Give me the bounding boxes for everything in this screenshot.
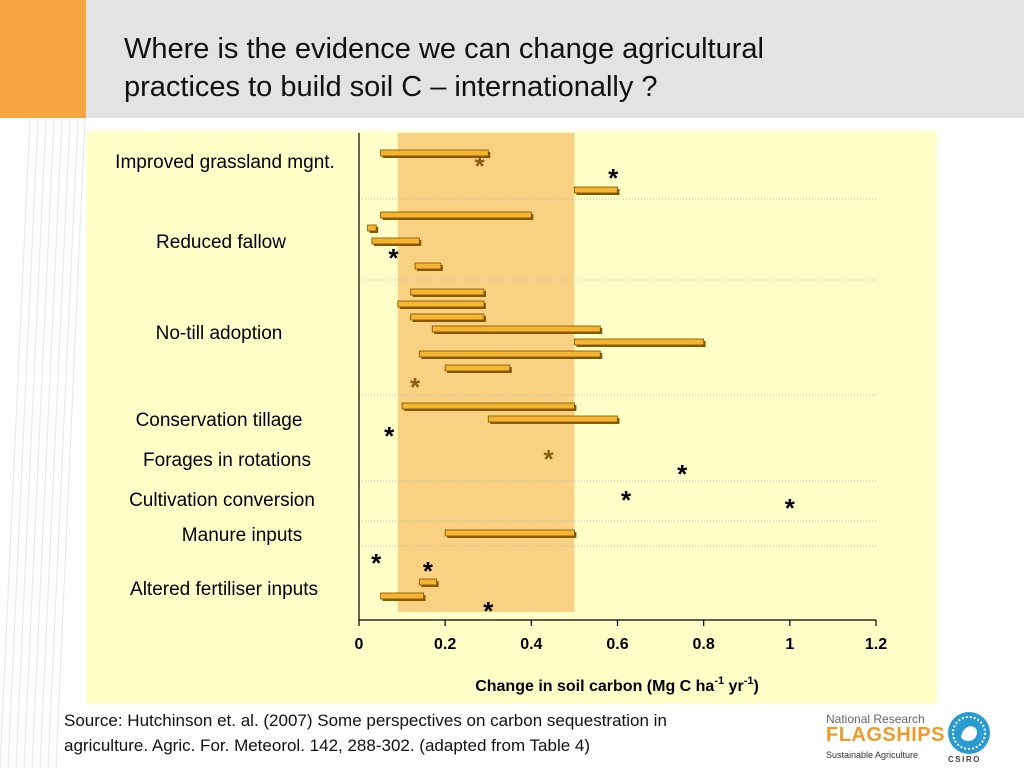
- source-line-2: agriculture. Agric. For. Meteorol. 142, …: [64, 736, 591, 755]
- range-bar: [397, 300, 486, 309]
- slide-title: Where is the evidence we can change agri…: [124, 30, 984, 106]
- range-bar: [574, 338, 706, 347]
- category-label: No-till adoption: [155, 323, 283, 344]
- point-marker: *: [423, 556, 434, 586]
- range-bar: [418, 578, 439, 587]
- range-bar: [380, 211, 534, 220]
- range-bar: [371, 237, 422, 246]
- range-bar: [410, 313, 486, 322]
- point-marker: *: [475, 151, 486, 181]
- point-marker: *: [677, 459, 688, 489]
- x-axis-label: Change in soil carbon (Mg C ha-1 yr-1): [475, 675, 759, 695]
- range-bar: [418, 350, 603, 359]
- flagships-logo: National Research FLAGSHIPS Sustainable …: [826, 712, 1016, 764]
- point-marker: *: [384, 421, 395, 451]
- x-axis-label-main: Change in soil carbon (Mg C ha: [475, 678, 714, 695]
- range-bar: [487, 415, 620, 424]
- range-bar: [444, 529, 577, 538]
- category-label: Conservation tillage: [135, 410, 303, 431]
- point-marker: *: [371, 548, 382, 578]
- range-bar: [380, 592, 426, 601]
- accent-block: [0, 0, 86, 118]
- category-label: Improved grassland mgnt.: [115, 152, 335, 173]
- range-bar: [414, 262, 443, 271]
- x-tick-label: 0: [355, 636, 364, 653]
- point-marker: *: [483, 596, 494, 626]
- source-line-1: Source: Hutchinson et. al. (2007) Some p…: [64, 711, 667, 730]
- x-axis-label-end: ): [753, 678, 758, 695]
- logo-seal-text: CSIRO: [948, 755, 981, 764]
- category-label: Altered fertiliser inputs: [130, 579, 318, 600]
- category-label: Manure inputs: [181, 525, 303, 546]
- source-citation: Source: Hutchinson et. al. (2007) Some p…: [64, 708, 804, 758]
- point-marker: *: [621, 485, 632, 515]
- x-tick-label: 0.4: [520, 636, 542, 653]
- range-bar: [401, 402, 577, 411]
- category-label: Cultivation conversion: [129, 490, 315, 511]
- x-tick-label: 0.2: [434, 636, 456, 653]
- range-bar: [431, 325, 603, 334]
- range-bar: [367, 224, 379, 233]
- range-bar: [410, 288, 486, 297]
- category-label: Forages in rotations: [143, 450, 311, 471]
- range-bar: [444, 364, 512, 373]
- x-axis-label-sup-1: -1: [714, 675, 724, 687]
- x-tick-label: 1: [785, 636, 794, 653]
- logo-line-3: Sustainable Agriculture: [826, 750, 919, 760]
- point-marker: *: [608, 163, 619, 193]
- x-axis-label-mid: yr: [724, 678, 744, 695]
- point-marker: *: [388, 243, 399, 273]
- logo-line-1: National Research: [826, 712, 925, 726]
- category-label: Reduced fallow: [156, 232, 286, 253]
- logo-line-2: FLAGSHIPS: [826, 724, 945, 746]
- decorative-stripes: [0, 118, 86, 768]
- slide-title-line-1: Where is the evidence we can change agri…: [124, 33, 764, 65]
- point-marker: *: [785, 493, 796, 523]
- range-bar: [574, 186, 620, 195]
- point-marker: *: [544, 444, 555, 474]
- x-axis-label-sup-2: -1: [744, 675, 754, 687]
- x-tick-label: 1.2: [865, 636, 887, 653]
- x-tick-label: 0.8: [693, 636, 715, 653]
- point-marker: *: [410, 372, 421, 402]
- csiro-seal-icon: [948, 712, 990, 754]
- slide-title-line-2: practices to build soil C – internationa…: [124, 71, 658, 103]
- x-tick-label: 0.6: [606, 636, 628, 653]
- header-band: [0, 0, 1024, 118]
- range-bar: [380, 149, 491, 158]
